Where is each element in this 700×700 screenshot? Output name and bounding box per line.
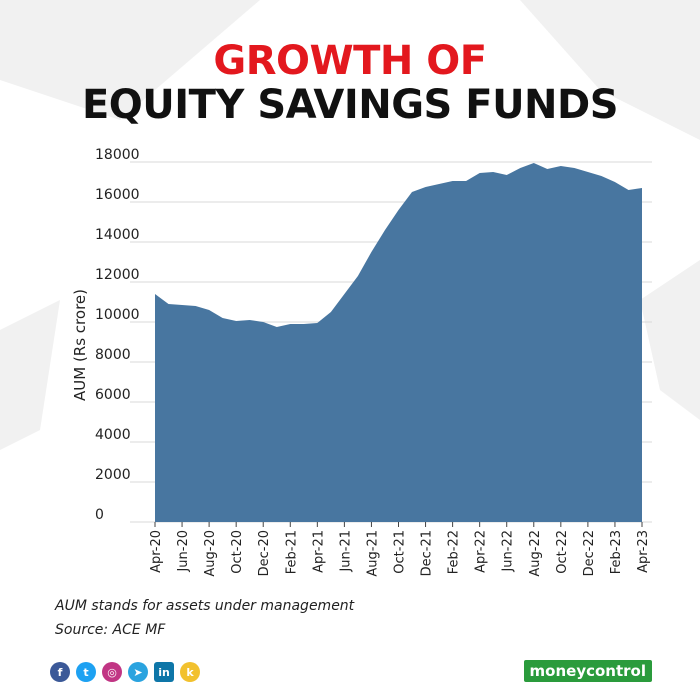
y-tick-label: 14000 [95,227,140,243]
y-tick-label: 0 [95,507,104,523]
x-tick-label: Jun-21 [338,530,353,573]
y-tick-label: 2000 [95,467,131,483]
x-tick-label: Apr-23 [636,530,651,573]
x-tick-label: Oct-21 [393,530,408,574]
y-tick-label: 12000 [95,267,140,283]
x-tick-label: Jun-22 [501,530,516,573]
logo-text: moneycontrol [529,662,646,680]
instagram-icon[interactable]: ◎ [102,662,122,682]
y-tick-label: 10000 [95,307,140,323]
moneycontrol-logo[interactable]: moneycontrol [523,660,652,682]
y-tick-label: 16000 [95,187,140,203]
chart-title-line2: EQUITY SAVINGS FUNDS [81,82,619,128]
telegram-icon[interactable]: ➤ [128,662,148,682]
x-tick-label: Feb-23 [609,530,624,574]
facebook-icon[interactable]: f [50,662,70,682]
y-axis-label: AUM (Rs crore) [71,289,89,401]
x-tick-label: Apr-21 [311,530,326,573]
x-tick-label: Oct-20 [230,530,245,574]
x-tick-label: Aug-20 [203,530,218,577]
x-tick-label: Feb-22 [447,530,462,574]
x-tick-label: Oct-22 [555,530,570,574]
linkedin-icon[interactable]: in [154,662,174,682]
x-tick-label: Feb-21 [284,530,299,574]
koo-icon[interactable]: k [180,662,200,682]
chart-title-line1: GROWTH OF [213,38,487,84]
x-tick-label: Dec-20 [257,530,272,576]
footnote-definition: AUM stands for assets under management [55,598,355,614]
y-tick-label: 6000 [95,387,131,403]
x-tick-label: Apr-20 [149,530,164,573]
twitter-icon[interactable]: t [76,662,96,682]
y-tick-label: 4000 [95,427,131,443]
x-tick-label: Dec-21 [420,530,435,576]
x-tick-label: Aug-21 [365,530,380,577]
area-series [155,163,642,522]
footnote-source: Source: ACE MF [55,622,166,638]
y-tick-label: 8000 [95,347,131,363]
x-tick-label: Jun-20 [176,530,191,573]
x-tick-label: Apr-22 [474,530,489,573]
x-tick-label: Dec-22 [582,530,597,576]
y-tick-label: 18000 [95,147,140,163]
social-links: f t ◎ ➤ in k [50,662,200,682]
x-tick-label: Aug-22 [528,530,543,577]
